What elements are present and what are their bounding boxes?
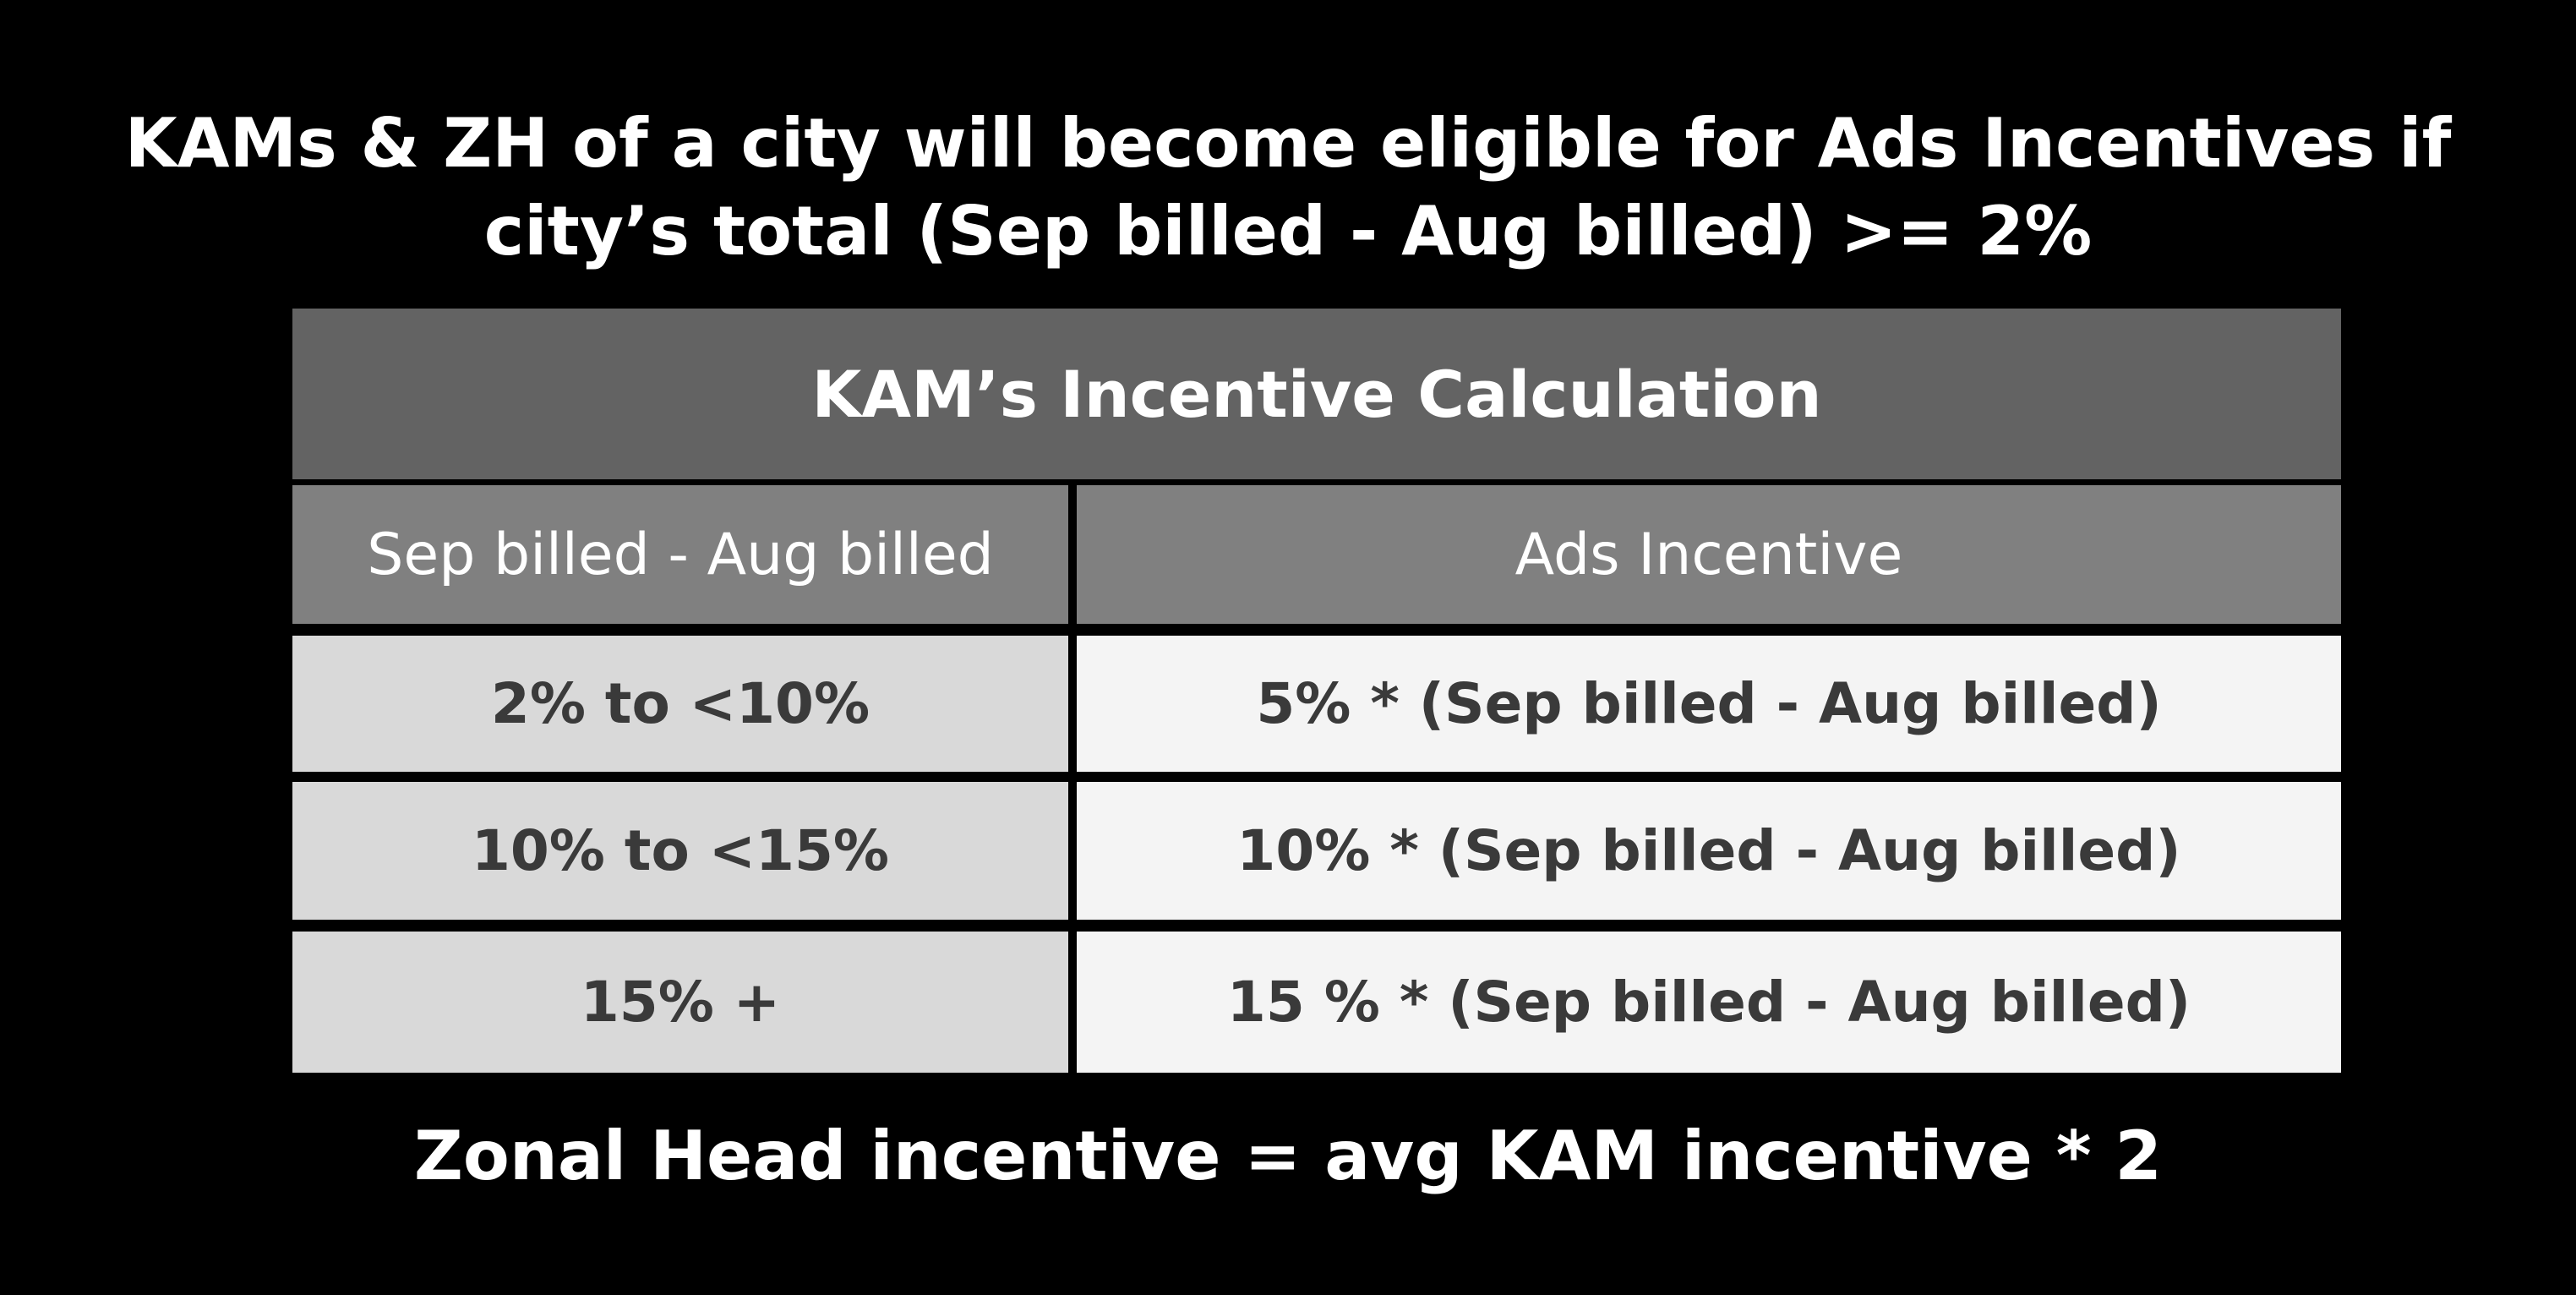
headline: KAMs & ZH of a city will become eligible… xyxy=(0,100,2576,276)
headline-line-1: KAMs & ZH of a city will become eligible… xyxy=(124,104,2452,183)
table-cell-incentive-formula: 10% * (Sep billed - Aug billed) xyxy=(1077,782,2341,920)
table-cell-range: 15% + xyxy=(292,932,1068,1073)
zonal-head-note: Zonal Head incentive = avg KAM incentive… xyxy=(413,1117,2163,1195)
column-header-billed-difference: Sep billed - Aug billed xyxy=(292,485,1068,624)
table-title: KAM’s Incentive Calculation xyxy=(292,309,2341,479)
table-cell-incentive-formula: 15 % * (Sep billed - Aug billed) xyxy=(1077,932,2341,1073)
table-cell-range: 10% to <15% xyxy=(292,782,1068,920)
column-header-ads-incentive: Ads Incentive xyxy=(1077,485,2341,624)
incentive-table: KAM’s Incentive Calculation Sep billed -… xyxy=(292,309,2341,1073)
table-cell-incentive-formula: 5% * (Sep billed - Aug billed) xyxy=(1077,636,2341,772)
headline-line-2: city’s total (Sep billed - Aug billed) >… xyxy=(483,192,2093,270)
table-cell-range: 2% to <10% xyxy=(292,636,1068,772)
